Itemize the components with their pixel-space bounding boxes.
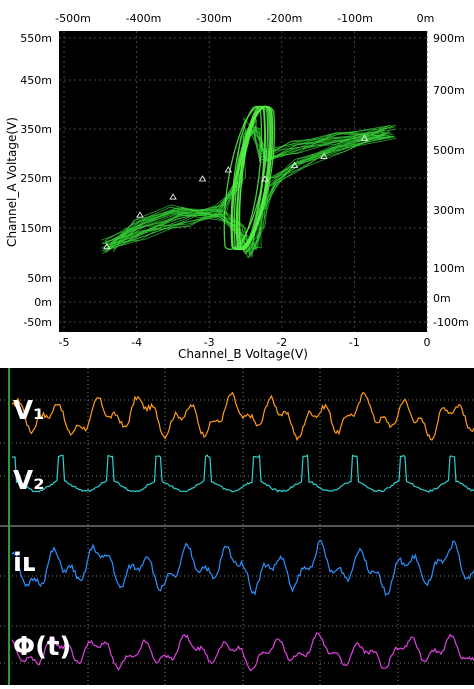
- data-point: [136, 211, 144, 218]
- hysteresis-trace: [112, 137, 397, 256]
- top-tick-label: -200m: [267, 12, 303, 25]
- left-tick-label: 350m: [20, 123, 52, 136]
- trace-label: V₂: [13, 466, 45, 496]
- tick-labels: -5 -4 -3 -2 -1 0 -500m -400m -300m -200m -100m 0m 55…: [20, 12, 468, 349]
- x-tick-label: -5: [59, 336, 70, 349]
- plot-area: [59, 31, 427, 332]
- left-tick-label: 250m: [20, 172, 52, 185]
- top-tick-label: -500m: [55, 12, 91, 25]
- x-tick-label: 0: [424, 336, 431, 349]
- data-point: [103, 242, 111, 250]
- hysteresis-trace: [101, 130, 390, 255]
- right-tick-label: 100m: [433, 262, 465, 275]
- hysteresis-chart: -5 -4 -3 -2 -1 0 -500m -400m -300m -200m -100m 0m 55…: [5, 12, 469, 361]
- data-point: [169, 193, 177, 200]
- hysteresis-trace: [111, 125, 395, 250]
- data-point: [261, 175, 269, 182]
- central-loop: [223, 105, 269, 250]
- scope-trace: [11, 391, 474, 442]
- left-tick-label: 150m: [20, 222, 52, 235]
- right-tick-label: 0m: [433, 292, 451, 305]
- hysteresis-trace: [106, 131, 386, 255]
- right-tick-label: 500m: [433, 144, 465, 157]
- central-loop: [233, 105, 272, 250]
- x-tick-label: -1: [349, 336, 360, 349]
- left-tick-label: 0m: [34, 296, 52, 309]
- right-tick-label: 300m: [433, 204, 465, 217]
- series-markers: [103, 134, 369, 250]
- left-tick-label: 550m: [20, 32, 52, 45]
- right-tick-label: -100m: [433, 316, 469, 329]
- left-tick-label: -50m: [23, 316, 52, 329]
- left-tick-label: 450m: [20, 74, 52, 87]
- scope-trace: [11, 539, 474, 596]
- hysteresis-trace: [103, 132, 391, 252]
- x-tick-label: -3: [204, 336, 215, 349]
- scope-trace: [11, 454, 474, 494]
- scope-traces: [0, 368, 474, 685]
- hysteresis-trace: [109, 126, 396, 246]
- scope-trace: [11, 632, 474, 672]
- grid: [59, 31, 428, 332]
- top-tick-label: -300m: [196, 12, 232, 25]
- oscilloscope-panel: V₁ V₂ iʟ Φ(t): [0, 368, 474, 685]
- data-point: [290, 161, 299, 168]
- hysteresis-trace: [102, 116, 395, 244]
- right-tick-label: 700m: [433, 84, 465, 97]
- data-point: [198, 175, 207, 182]
- trace-label: Φ(t): [13, 632, 72, 662]
- trace-label: iʟ: [13, 548, 36, 578]
- right-tick-label: 900m: [433, 32, 465, 45]
- x-axis-label: Channel_B Voltage(V): [178, 347, 308, 361]
- x-tick-label: -2: [276, 336, 287, 349]
- y-axis-label: Channel_A Voltage(V): [5, 117, 19, 247]
- top-tick-label: -400m: [126, 12, 162, 25]
- data-point: [360, 134, 369, 141]
- data-point: [224, 166, 232, 173]
- series-curves: [100, 105, 397, 259]
- central-loop: [230, 105, 263, 250]
- x-tick-label: -4: [131, 336, 142, 349]
- trace-label: V₁: [13, 396, 45, 426]
- top-tick-label: 0m: [417, 12, 435, 25]
- top-tick-label: -100m: [337, 12, 373, 25]
- central-loop: [238, 105, 270, 250]
- central-loop: [236, 105, 266, 250]
- data-point: [320, 152, 328, 159]
- left-tick-label: 50m: [27, 272, 52, 285]
